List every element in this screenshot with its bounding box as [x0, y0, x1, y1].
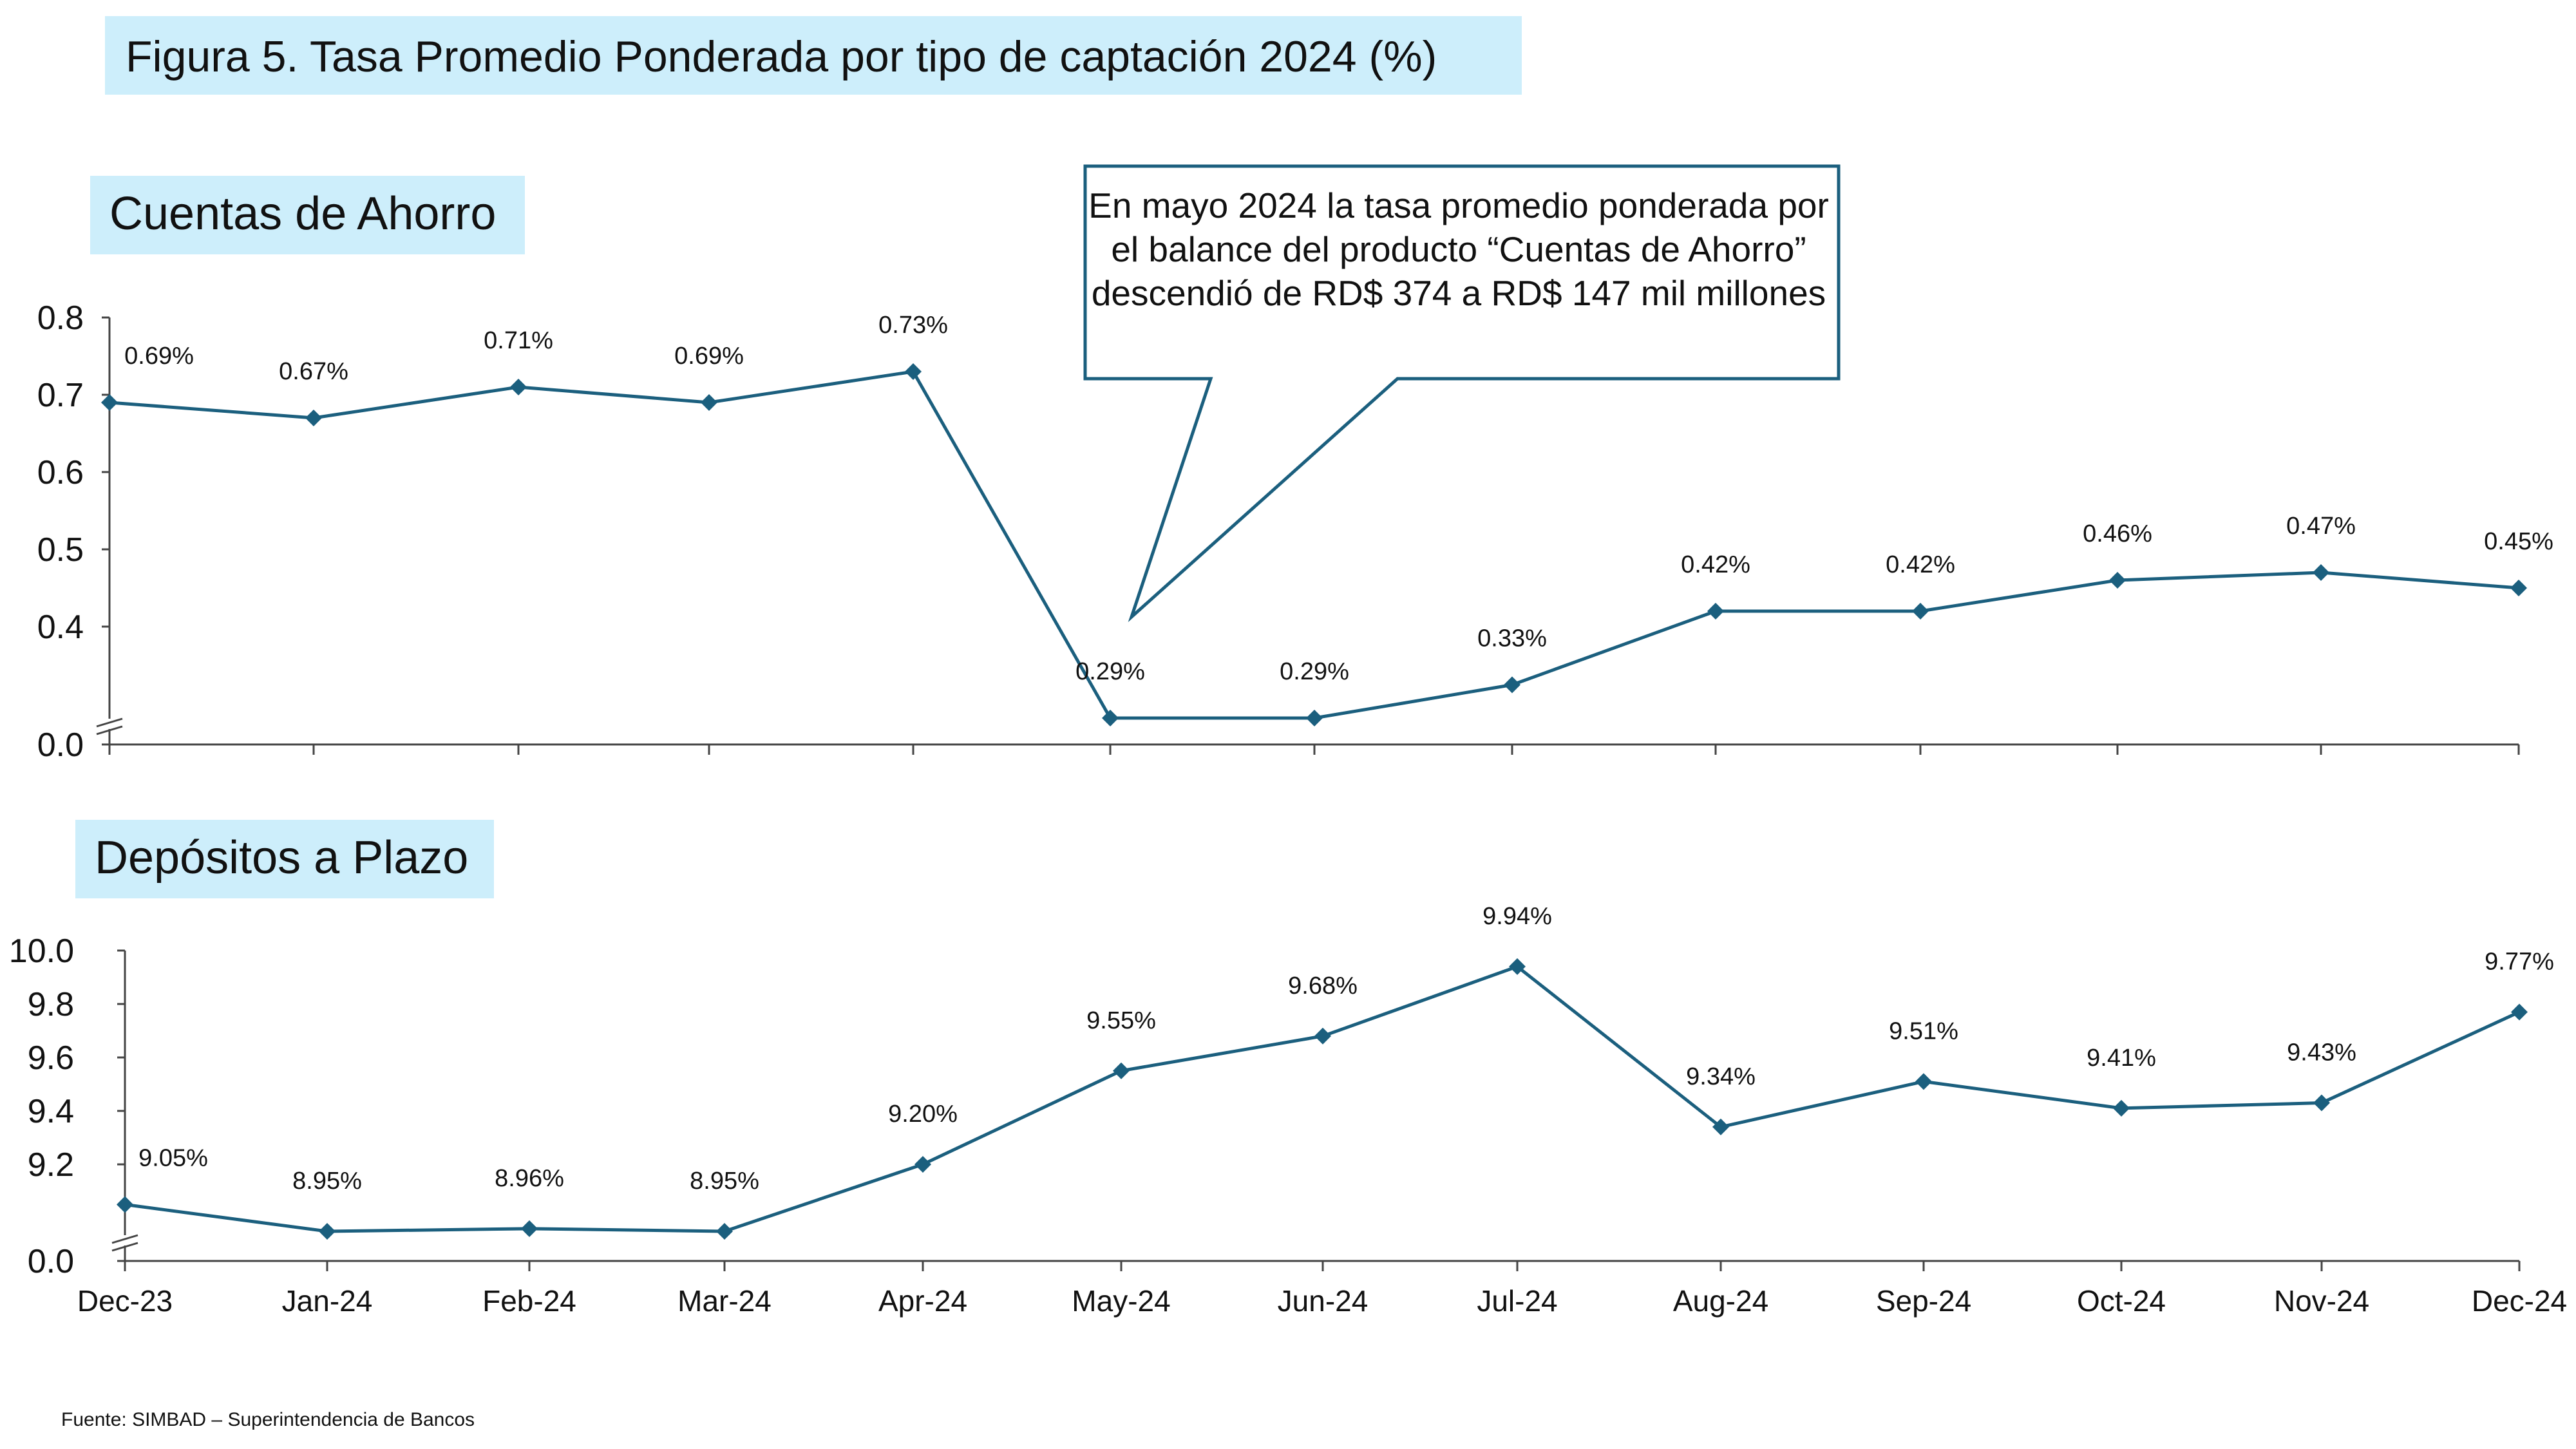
- x-tick-label: Aug-24: [1673, 1284, 1768, 1318]
- y-tick-label: 10.0: [9, 933, 74, 970]
- y-tick-label: 0.6: [37, 454, 84, 491]
- data-point: [101, 394, 118, 411]
- data-point: [510, 379, 527, 395]
- panel-title-ahorro: Cuentas de Ahorro: [109, 188, 497, 240]
- series-line: [124, 965, 2521, 1233]
- figure-title-box: Figura 5. Tasa Promedio Ponderada por ti…: [105, 16, 1522, 95]
- data-point: [2313, 1094, 2330, 1112]
- data-point: [1314, 1027, 1331, 1045]
- data-point: [117, 1196, 133, 1213]
- data-label: 0.42%: [1681, 551, 1750, 578]
- data-label: 0.29%: [1280, 658, 1349, 685]
- data-point: [1707, 603, 1724, 620]
- x-tick-label: Nov-24: [2274, 1284, 2369, 1318]
- x-tick-label: Dec-24: [2472, 1284, 2567, 1318]
- data-point: [1113, 1062, 1130, 1079]
- data-label: 9.41%: [2087, 1045, 2156, 1072]
- axis-break-mark: [96, 717, 123, 728]
- axis-break-mark: [111, 1234, 138, 1244]
- data-label: 0.45%: [2484, 528, 2553, 555]
- data-point: [2510, 580, 2527, 596]
- y-tick-label: 0.7: [37, 377, 84, 414]
- data-label: 0.29%: [1075, 658, 1145, 685]
- data-label: 9.51%: [1889, 1018, 1958, 1045]
- y-tick-label: 9.6: [28, 1039, 74, 1077]
- x-tick-label: Feb-24: [482, 1284, 576, 1318]
- chart-panel-ahorro: 0.0 0.4 0.5 0.6 0.7 0.8 0.69% 0.67% 0.71% 0.69% 0.…: [37, 299, 2553, 764]
- data-point: [914, 1156, 931, 1173]
- data-label: 0.46%: [2083, 520, 2152, 547]
- data-label: 0.71%: [484, 327, 553, 354]
- data-point: [905, 363, 922, 380]
- callout-text: En mayo 2024 la tasa promedio ponderada …: [1088, 185, 1829, 313]
- data-label: 9.94%: [1482, 903, 1552, 930]
- x-tick-label: Jun-24: [1278, 1284, 1368, 1318]
- data-point: [2109, 572, 2126, 589]
- data-point: [1509, 958, 1526, 975]
- x-tick-label: Oct-24: [2077, 1284, 2166, 1318]
- data-label: 9.55%: [1086, 1007, 1156, 1034]
- source-note: Fuente: SIMBAD – Superintendencia de Ban…: [61, 1409, 475, 1430]
- x-tick-label: Jan-24: [282, 1284, 373, 1318]
- data-point: [2313, 564, 2329, 581]
- y-tick-label: 0.0: [28, 1243, 74, 1280]
- panel-label-plazo: Depósitos a Plazo: [75, 820, 494, 898]
- data-label: 0.69%: [674, 343, 744, 370]
- data-label: 0.69%: [124, 343, 194, 370]
- y-tick-label: 0.8: [37, 299, 84, 337]
- data-label: 0.33%: [1477, 625, 1547, 652]
- data-point: [2511, 1003, 2528, 1021]
- data-point: [701, 394, 717, 411]
- data-label: 0.47%: [2286, 513, 2356, 540]
- axis-break-mark: [96, 725, 123, 735]
- x-tick-label: Mar-24: [677, 1284, 772, 1318]
- data-point: [1102, 710, 1119, 726]
- chart-panel-plazo: 0.0 9.2 9.4 9.6 9.8 10.0 Dec-23 Jan-24 Feb-24 Mar…: [9, 903, 2567, 1318]
- data-label: 9.77%: [2485, 948, 2554, 975]
- data-label: 0.73%: [878, 312, 948, 339]
- data-label: 8.95%: [292, 1168, 362, 1195]
- panel-title-plazo: Depósitos a Plazo: [95, 832, 469, 884]
- data-label: 8.95%: [690, 1168, 759, 1195]
- data-point: [1915, 1073, 1932, 1090]
- figure-title: Figura 5. Tasa Promedio Ponderada por ti…: [126, 32, 1437, 81]
- data-label: 9.34%: [1686, 1063, 1756, 1090]
- data-point: [1712, 1118, 1729, 1135]
- data-label: 9.05%: [138, 1144, 208, 1171]
- data-point: [1504, 676, 1520, 694]
- x-tick-label: Jul-24: [1477, 1284, 1557, 1318]
- y-tick-label: 0.0: [37, 726, 84, 764]
- data-label: 8.96%: [495, 1165, 564, 1192]
- data-point: [305, 410, 322, 426]
- data-point: [716, 1223, 733, 1240]
- axis-break-mark: [111, 1242, 138, 1252]
- y-tick-label: 0.5: [37, 531, 84, 569]
- data-point: [1306, 710, 1323, 726]
- data-point: [319, 1223, 336, 1240]
- x-tick-label: Dec-23: [77, 1284, 173, 1318]
- x-tick-label: Sep-24: [1876, 1284, 1971, 1318]
- x-tick-label: Apr-24: [878, 1284, 967, 1318]
- y-tick-label: 9.8: [28, 986, 74, 1023]
- y-tick-label: 9.2: [28, 1146, 74, 1184]
- y-tick-label: 9.4: [28, 1093, 74, 1130]
- data-label: 0.42%: [1886, 551, 1955, 578]
- panel-label-ahorro: Cuentas de Ahorro: [90, 176, 525, 254]
- data-label: 9.43%: [2287, 1039, 2356, 1066]
- y-tick-label: 0.4: [37, 609, 84, 646]
- data-point: [1912, 603, 1929, 620]
- data-point: [521, 1220, 538, 1237]
- data-label: 9.20%: [888, 1101, 958, 1128]
- data-point: [2113, 1099, 2130, 1117]
- data-label: 9.68%: [1288, 972, 1358, 999]
- x-tick-label: May-24: [1072, 1284, 1170, 1318]
- data-label: 0.67%: [279, 358, 348, 385]
